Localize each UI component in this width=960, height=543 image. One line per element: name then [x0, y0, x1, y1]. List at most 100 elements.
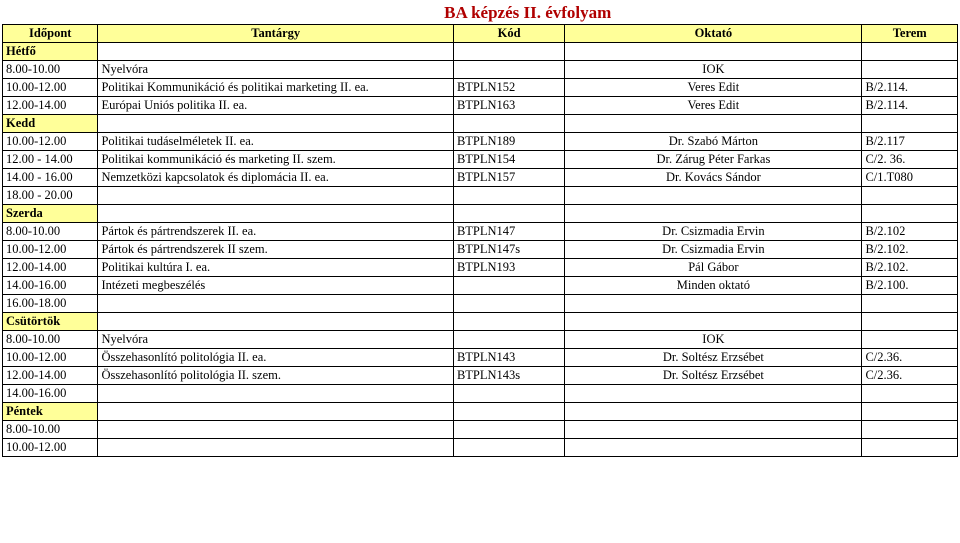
cell-room — [862, 421, 958, 439]
cell-room: B/2.100. — [862, 277, 958, 295]
day-label: Kedd — [3, 115, 98, 133]
cell-room: C/2. 36. — [862, 151, 958, 169]
cell-instructor — [565, 187, 862, 205]
table-row: 10.00-12.00 — [3, 439, 958, 457]
cell-code — [453, 439, 564, 457]
cell-subject: Nyelvóra — [98, 61, 453, 79]
table-row: 14.00-16.00 — [3, 385, 958, 403]
table-row: 12.00-14.00 Politikai kultúra I. ea. BTP… — [3, 259, 958, 277]
day-row-mon: Hétfő — [3, 43, 958, 61]
cell-code — [453, 295, 564, 313]
cell-instructor: Dr. Csizmadia Ervin — [565, 223, 862, 241]
cell-code: BTPLN157 — [453, 169, 564, 187]
cell-instructor: Pál Gábor — [565, 259, 862, 277]
cell-subject — [98, 295, 453, 313]
cell-instructor: IOK — [565, 61, 862, 79]
table-row: 14.00 - 16.00 Nemzetközi kapcsolatok és … — [3, 169, 958, 187]
cell-time: 12.00 - 14.00 — [3, 151, 98, 169]
cell-code: BTPLN147s — [453, 241, 564, 259]
day-row-fri: Péntek — [3, 403, 958, 421]
cell-room — [862, 187, 958, 205]
table-row: 8.00-10.00 — [3, 421, 958, 439]
table-row: 10.00-12.00 Politikai tudáselméletek II.… — [3, 133, 958, 151]
cell-room — [862, 331, 958, 349]
cell-room: C/2.36. — [862, 367, 958, 385]
cell-time: 10.00-12.00 — [3, 133, 98, 151]
cell-room: B/2.102. — [862, 241, 958, 259]
cell-subject — [98, 187, 453, 205]
cell-code: BTPLN147 — [453, 223, 564, 241]
cell-room: C/1.T080 — [862, 169, 958, 187]
table-row: 10.00-12.00 Politikai Kommunikáció és po… — [3, 79, 958, 97]
cell-code: BTPLN189 — [453, 133, 564, 151]
cell-code — [453, 277, 564, 295]
col-header-code: Kód — [453, 25, 564, 43]
cell-subject: Pártok és pártrendszerek II szem. — [98, 241, 453, 259]
cell-subject: Politikai Kommunikáció és politikai mark… — [98, 79, 453, 97]
schedule-table: BA képzés II. évfolyam Időpont Tantárgy … — [2, 2, 958, 457]
cell-code: BTPLN154 — [453, 151, 564, 169]
cell-subject: Összehasonlító politológia II. ea. — [98, 349, 453, 367]
cell-time: 8.00-10.00 — [3, 331, 98, 349]
table-row: 12.00-14.00 Összehasonlító politológia I… — [3, 367, 958, 385]
day-label: Hétfő — [3, 43, 98, 61]
cell-subject — [98, 439, 453, 457]
cell-code — [453, 421, 564, 439]
cell-room: B/2.114. — [862, 97, 958, 115]
cell-code: BTPLN152 — [453, 79, 564, 97]
cell-room — [862, 439, 958, 457]
cell-time: 8.00-10.00 — [3, 421, 98, 439]
col-header-subject: Tantárgy — [98, 25, 453, 43]
cell-room — [862, 61, 958, 79]
cell-subject: Politikai tudáselméletek II. ea. — [98, 133, 453, 151]
cell-subject: Összehasonlító politológia II. szem. — [98, 367, 453, 385]
cell-instructor: Veres Edit — [565, 79, 862, 97]
cell-subject: Nyelvóra — [98, 331, 453, 349]
cell-time: 12.00-14.00 — [3, 367, 98, 385]
cell-subject — [98, 421, 453, 439]
cell-subject: Politikai kommunikáció és marketing II. … — [98, 151, 453, 169]
cell-time: 18.00 - 20.00 — [3, 187, 98, 205]
col-header-time: Időpont — [3, 25, 98, 43]
cell-instructor: Veres Edit — [565, 97, 862, 115]
table-row: 12.00 - 14.00 Politikai kommunikáció és … — [3, 151, 958, 169]
table-row: 18.00 - 20.00 — [3, 187, 958, 205]
cell-instructor: Dr. Soltész Erzsébet — [565, 367, 862, 385]
cell-code — [453, 385, 564, 403]
cell-instructor — [565, 295, 862, 313]
cell-time: 12.00-14.00 — [3, 259, 98, 277]
cell-time: 8.00-10.00 — [3, 223, 98, 241]
cell-instructor — [565, 439, 862, 457]
day-row-thu: Csütörtök — [3, 313, 958, 331]
cell-subject: Intézeti megbeszélés — [98, 277, 453, 295]
cell-time: 10.00-12.00 — [3, 241, 98, 259]
col-header-room: Terem — [862, 25, 958, 43]
table-row: 12.00-14.00 Európai Uniós politika II. e… — [3, 97, 958, 115]
cell-instructor: Dr. Kovács Sándor — [565, 169, 862, 187]
table-row: 8.00-10.00 Nyelvóra IOK — [3, 61, 958, 79]
day-label: Péntek — [3, 403, 98, 421]
cell-subject: Pártok és pártrendszerek II. ea. — [98, 223, 453, 241]
cell-instructor: IOK — [565, 331, 862, 349]
day-label: Csütörtök — [3, 313, 98, 331]
cell-instructor — [565, 421, 862, 439]
cell-room — [862, 385, 958, 403]
cell-time: 14.00 - 16.00 — [3, 169, 98, 187]
table-row: 10.00-12.00 Összehasonlító politológia I… — [3, 349, 958, 367]
page-title: BA képzés II. évfolyam — [98, 2, 958, 25]
cell-code: BTPLN193 — [453, 259, 564, 277]
cell-instructor: Dr. Soltész Erzsébet — [565, 349, 862, 367]
cell-subject: Politikai kultúra I. ea. — [98, 259, 453, 277]
cell-instructor: Dr. Csizmadia Ervin — [565, 241, 862, 259]
title-row: BA képzés II. évfolyam — [3, 2, 958, 25]
day-row-tue: Kedd — [3, 115, 958, 133]
cell-room: B/2.102. — [862, 259, 958, 277]
cell-time: 12.00-14.00 — [3, 97, 98, 115]
cell-instructor: Minden oktató — [565, 277, 862, 295]
cell-code — [453, 331, 564, 349]
day-row-wed: Szerda — [3, 205, 958, 223]
cell-time: 10.00-12.00 — [3, 349, 98, 367]
header-row: Időpont Tantárgy Kód Oktató Terem — [3, 25, 958, 43]
cell-code — [453, 187, 564, 205]
cell-time: 14.00-16.00 — [3, 277, 98, 295]
